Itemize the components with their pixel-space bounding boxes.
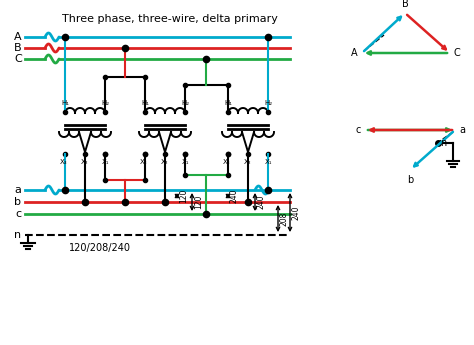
Text: c: c [356, 125, 361, 135]
Text: H₁: H₁ [141, 100, 149, 106]
Text: a: a [459, 125, 465, 135]
Text: H₂: H₂ [264, 100, 272, 106]
Text: 240: 240 [230, 189, 239, 203]
Text: X₃: X₃ [223, 159, 231, 165]
Text: H₂: H₂ [101, 100, 109, 106]
Text: 208: 208 [280, 211, 289, 226]
Text: X₂: X₂ [81, 159, 89, 165]
Text: H₁: H₁ [224, 100, 232, 106]
Text: H₂: H₂ [181, 100, 189, 106]
Text: c: c [15, 209, 21, 219]
Text: B: B [401, 0, 409, 9]
Text: A: A [14, 32, 22, 42]
Text: H₁: H₁ [61, 100, 69, 106]
Text: n: n [440, 138, 446, 148]
Text: X₃: X₃ [60, 159, 68, 165]
Text: 240: 240 [292, 205, 301, 220]
Text: X₃: X₃ [140, 159, 148, 165]
Text: X₁: X₁ [265, 159, 273, 165]
Text: b: b [407, 175, 413, 185]
Text: X₂: X₂ [244, 159, 252, 165]
Text: B: B [14, 43, 22, 53]
Text: 120: 120 [179, 189, 188, 203]
Text: X₁: X₁ [182, 159, 190, 165]
Text: n: n [14, 230, 21, 240]
Text: 120/208/240: 120/208/240 [69, 243, 131, 253]
Text: C: C [14, 54, 22, 64]
Text: b: b [15, 197, 21, 207]
Text: X₂: X₂ [161, 159, 169, 165]
Text: C: C [454, 48, 461, 58]
Text: Three phase, three-wire, delta primary: Three phase, three-wire, delta primary [62, 14, 278, 24]
Text: 240: 240 [257, 195, 266, 209]
Text: 120: 120 [194, 195, 203, 209]
Text: A: A [351, 48, 358, 58]
Text: X₁: X₁ [102, 159, 110, 165]
Text: a: a [15, 185, 21, 195]
